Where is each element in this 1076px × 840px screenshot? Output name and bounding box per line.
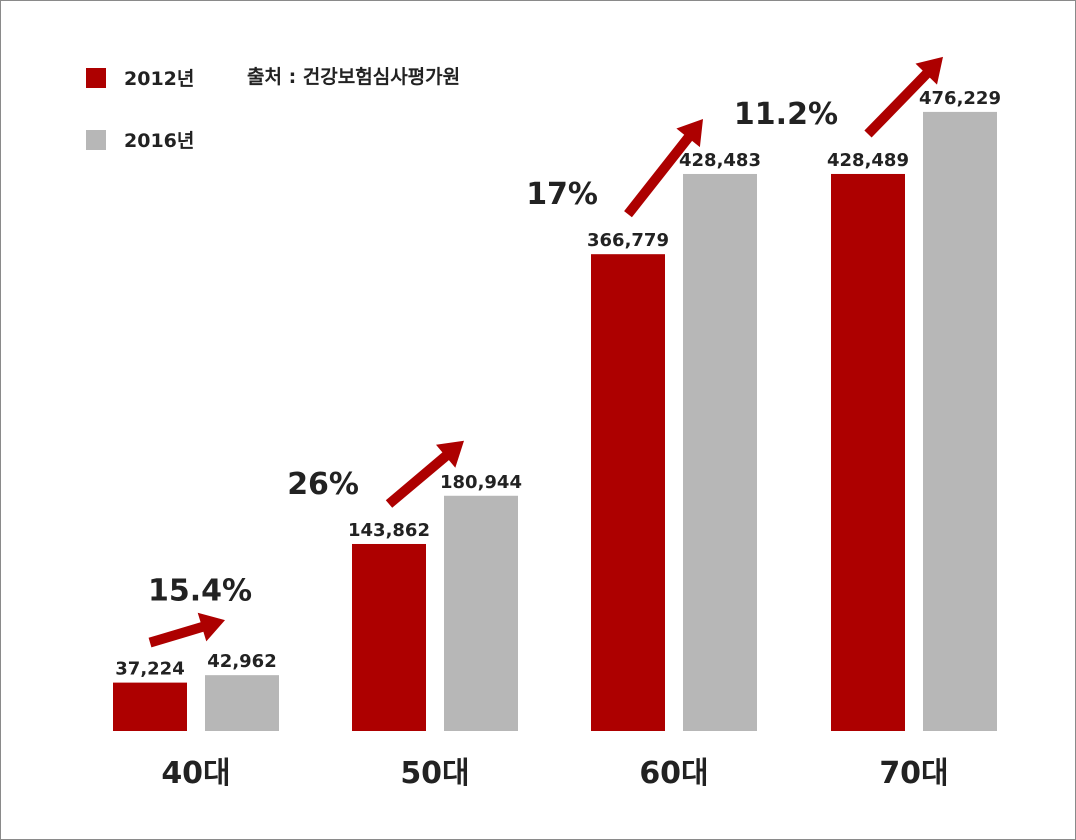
- value-label-2012-1: 37,224: [115, 659, 184, 680]
- category-label-4: 70대: [879, 756, 948, 791]
- category-label-3: 60대: [639, 756, 708, 791]
- bar-2016-3: [683, 173, 757, 731]
- legend-swatch-2016: [86, 129, 106, 150]
- bar-2016-2: [444, 495, 518, 731]
- value-label-2012-3: 366,779: [587, 230, 669, 251]
- value-label-2012-4: 428,489: [827, 150, 909, 171]
- bar-2012-1: [113, 682, 187, 731]
- value-label-2016-2: 180,944: [440, 472, 522, 493]
- growth-label-2: 26%: [287, 467, 359, 502]
- growth-label-1: 15.4%: [148, 574, 252, 609]
- growth-arrow-2: [385, 440, 464, 508]
- growth-label-3: 17%: [526, 177, 598, 212]
- legend-item-2012: 2012년: [86, 64, 194, 91]
- category-label-1: 40대: [161, 756, 230, 791]
- value-label-2012-2: 143,862: [348, 520, 430, 541]
- legend-label-2012: 2012년: [124, 68, 195, 90]
- growth-label-4: 11.2%: [734, 97, 838, 132]
- value-label-2016-3: 428,483: [679, 150, 761, 171]
- legend-item-2016: 2016년: [86, 126, 194, 153]
- legend-label-2016: 2016년: [124, 130, 195, 152]
- bar-2012-4: [831, 173, 905, 731]
- bar-2016-1: [205, 675, 279, 731]
- growth-arrow-1: [148, 612, 225, 648]
- source-note: 출처 : 건강보험심사평가원: [247, 66, 461, 88]
- legend-swatch-2012: [86, 67, 106, 88]
- bar-2016-4: [923, 111, 997, 732]
- value-label-2016-4: 476,229: [919, 88, 1001, 109]
- value-label-2016-1: 42,962: [207, 651, 276, 672]
- bar-2012-2: [352, 543, 426, 731]
- growth-arrow-4: [864, 56, 943, 138]
- bar-2012-3: [591, 254, 665, 731]
- category-label-2: 50대: [400, 756, 469, 791]
- growth-arrow-3: [624, 119, 703, 218]
